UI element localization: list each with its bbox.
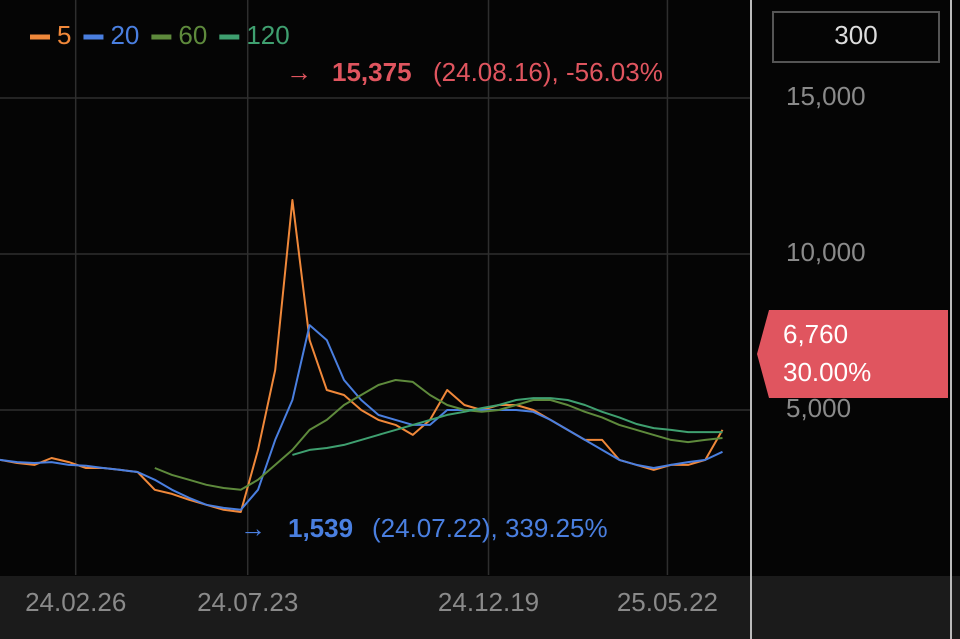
low-detail: (24.07.22), 339.25%: [372, 513, 608, 543]
series-line: [292, 397, 723, 456]
current-price: 6,760: [783, 319, 848, 349]
legend-label: 60: [178, 20, 207, 50]
high-price: 15,375: [332, 57, 412, 87]
period-button-label[interactable]: 300: [834, 20, 877, 50]
current-change: 30.00%: [783, 357, 871, 387]
high-arrow: →: [286, 57, 312, 87]
y-tick-label: 5,000: [786, 393, 851, 423]
price-tag: [757, 310, 948, 398]
lines: [0, 199, 724, 513]
legend-label: 120: [246, 20, 289, 50]
y-tick-label: 15,000: [786, 81, 866, 111]
legend-label: 5: [57, 20, 71, 50]
legend: 5 20 60 120: [30, 20, 290, 50]
x-tick-label: 24.07.23: [197, 587, 298, 617]
series-line: [0, 324, 723, 511]
low-arrow: →: [240, 513, 266, 543]
x-tick-label: 24.02.26: [25, 587, 126, 617]
y-tick-label: 10,000: [786, 237, 866, 267]
x-tick-label: 25.05.22: [617, 587, 718, 617]
period-button[interactable]: [772, 11, 940, 63]
legend-label: 20: [110, 20, 139, 50]
series-line: [154, 379, 723, 491]
date-axis-band: [0, 576, 960, 639]
high-detail: (24.08.16), -56.03%: [433, 57, 663, 87]
low-price: 1,539: [288, 513, 353, 543]
x-tick-label: 24.12.19: [438, 587, 539, 617]
grid: [0, 0, 750, 575]
